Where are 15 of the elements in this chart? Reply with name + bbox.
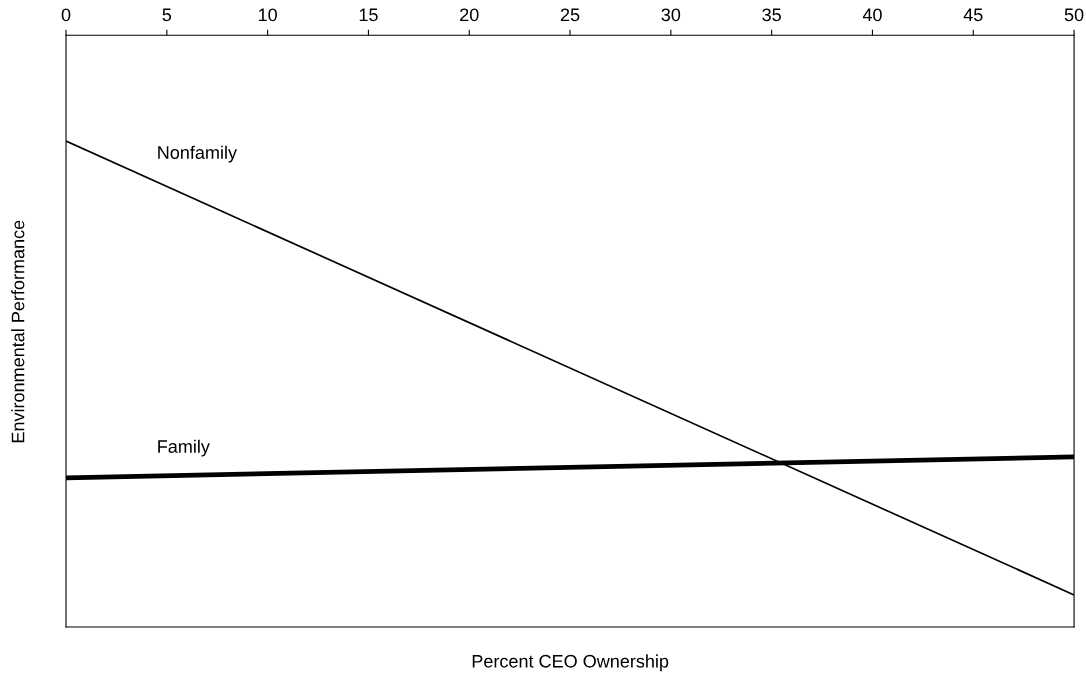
x-tick-label: 35 — [762, 8, 781, 22]
x-axis-title: Percent CEO Ownership — [472, 654, 669, 672]
x-tick-label: 0 — [61, 8, 71, 22]
x-tick-label: 15 — [359, 8, 378, 22]
x-tick-label: 25 — [560, 8, 580, 22]
x-tick-label: 45 — [963, 8, 983, 22]
x-tick-label: 30 — [661, 8, 681, 22]
series-label: Family — [158, 439, 210, 457]
x-tick-label: 50 — [1064, 8, 1084, 22]
x-tick-label: 5 — [162, 8, 172, 22]
x-tick-label: 10 — [258, 8, 277, 22]
y-axis-title: Environmental Performance — [11, 220, 25, 443]
series-label: Nonfamily — [158, 145, 237, 163]
x-tick-label: 40 — [862, 8, 882, 22]
x-tick-label: 20 — [460, 8, 479, 22]
